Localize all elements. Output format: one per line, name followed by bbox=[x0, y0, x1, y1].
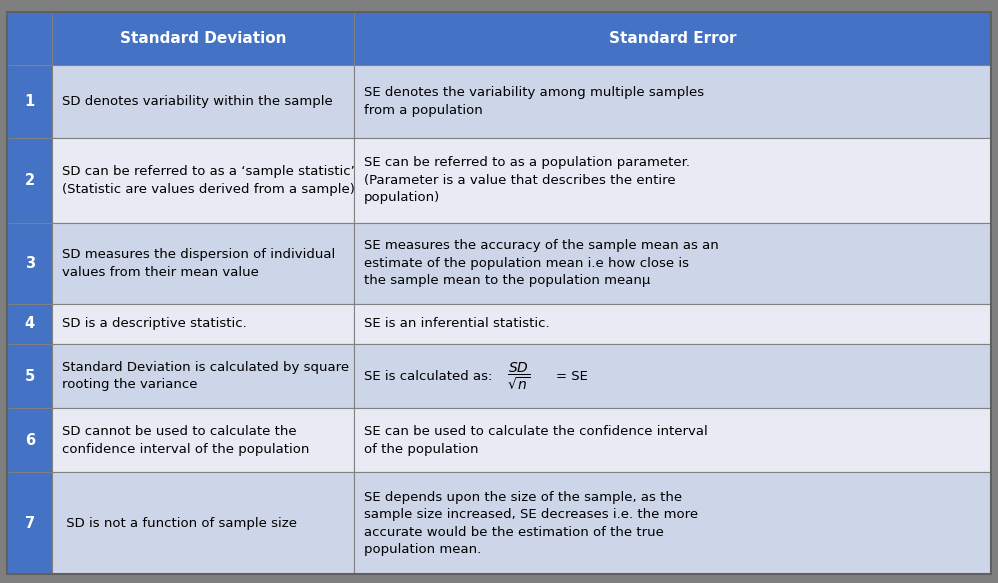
Bar bbox=[53, 472, 353, 574]
Text: 7: 7 bbox=[25, 516, 35, 531]
Bar bbox=[353, 344, 991, 408]
Bar bbox=[53, 408, 353, 472]
Bar bbox=[7, 344, 53, 408]
Text: SE depends upon the size of the sample, as the
sample size increased, SE decreas: SE depends upon the size of the sample, … bbox=[363, 491, 698, 556]
Text: = SE: = SE bbox=[556, 370, 588, 382]
Bar bbox=[353, 12, 991, 65]
Text: SD cannot be used to calculate the
confidence interval of the population: SD cannot be used to calculate the confi… bbox=[62, 425, 309, 455]
Bar bbox=[353, 408, 991, 472]
Text: 4: 4 bbox=[25, 316, 35, 331]
Text: 5: 5 bbox=[25, 368, 35, 384]
Bar bbox=[353, 138, 991, 223]
Text: SE is calculated as:: SE is calculated as: bbox=[363, 370, 496, 382]
Text: SE denotes the variability among multiple samples
from a population: SE denotes the variability among multipl… bbox=[363, 86, 704, 117]
Bar bbox=[7, 138, 53, 223]
Bar bbox=[7, 472, 53, 574]
Text: SD is not a function of sample size: SD is not a function of sample size bbox=[62, 517, 297, 530]
Text: SE can be referred to as a population parameter.
(Parameter is a value that desc: SE can be referred to as a population pa… bbox=[363, 156, 690, 205]
Text: SD is a descriptive statistic.: SD is a descriptive statistic. bbox=[62, 317, 248, 331]
Text: SE is an inferential statistic.: SE is an inferential statistic. bbox=[363, 317, 549, 331]
Text: SD measures the dispersion of individual
values from their mean value: SD measures the dispersion of individual… bbox=[62, 248, 335, 279]
Bar bbox=[7, 65, 53, 138]
Bar bbox=[353, 65, 991, 138]
Text: Standard Deviation: Standard Deviation bbox=[120, 31, 286, 46]
Text: SE measures the accuracy of the sample mean as an
estimate of the population mea: SE measures the accuracy of the sample m… bbox=[363, 240, 719, 287]
Text: 1: 1 bbox=[25, 94, 35, 109]
Bar bbox=[53, 304, 353, 344]
Bar bbox=[53, 12, 353, 65]
Text: SD denotes variability within the sample: SD denotes variability within the sample bbox=[62, 95, 333, 108]
Text: SD can be referred to as a ‘sample statistic’
(Statistic are values derived from: SD can be referred to as a ‘sample stati… bbox=[62, 165, 355, 196]
Text: Standard Deviation is calculated by square
rooting the variance: Standard Deviation is calculated by squa… bbox=[62, 361, 349, 391]
Bar bbox=[7, 408, 53, 472]
Text: 6: 6 bbox=[25, 433, 35, 448]
Bar bbox=[53, 138, 353, 223]
Text: 2: 2 bbox=[25, 173, 35, 188]
Text: SE can be used to calculate the confidence interval
of the population: SE can be used to calculate the confiden… bbox=[363, 425, 708, 455]
Bar bbox=[7, 12, 53, 65]
Text: Standard Error: Standard Error bbox=[609, 31, 737, 46]
Bar bbox=[53, 223, 353, 304]
Bar bbox=[53, 65, 353, 138]
Bar bbox=[7, 223, 53, 304]
Text: 3: 3 bbox=[25, 256, 35, 271]
Bar bbox=[353, 472, 991, 574]
Bar bbox=[353, 223, 991, 304]
Bar bbox=[53, 344, 353, 408]
Bar bbox=[7, 304, 53, 344]
Bar bbox=[353, 304, 991, 344]
Text: $\dfrac{SD}{\sqrt{n}}$: $\dfrac{SD}{\sqrt{n}}$ bbox=[507, 360, 530, 392]
